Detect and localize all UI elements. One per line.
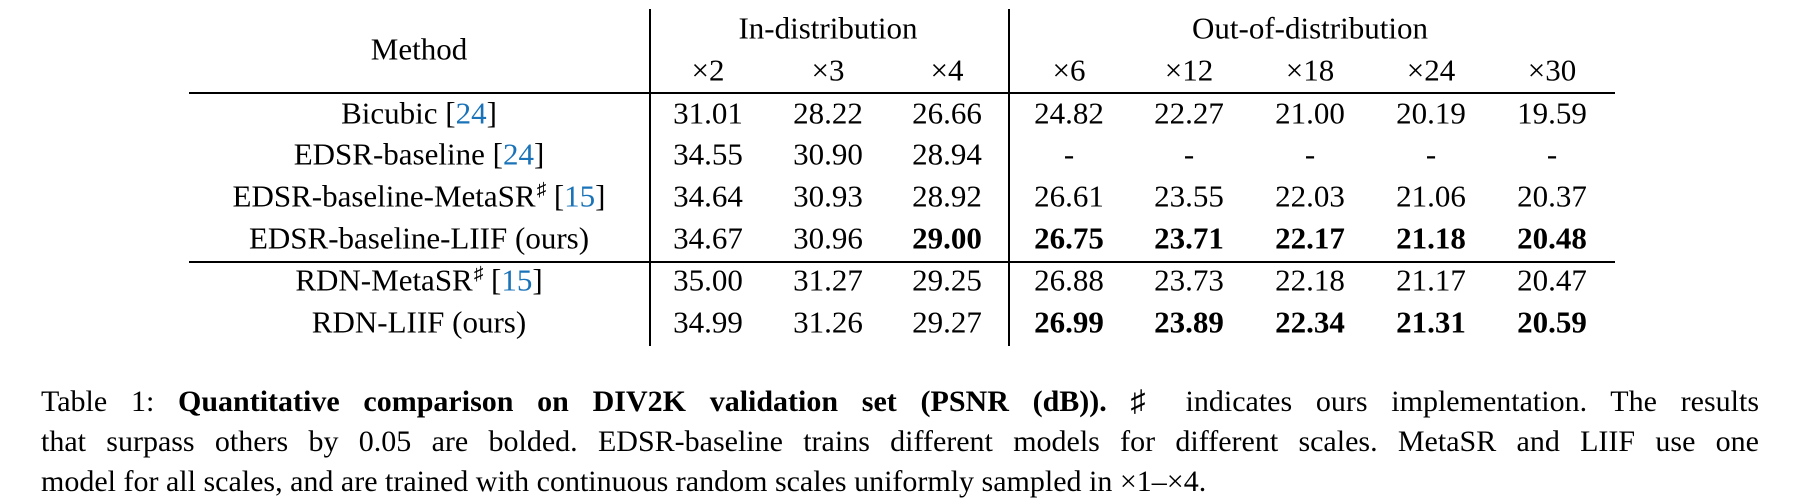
value-cell: 31.01 [673, 95, 743, 131]
in-distribution-header: In-distribution [738, 10, 918, 46]
group-separator-rule [189, 261, 1615, 263]
value-cell: - [1546, 136, 1558, 172]
citation-link[interactable]: 24 [502, 136, 534, 172]
value-cell: 23.55 [1154, 178, 1224, 214]
method-cell: RDN-MetaSR♯ [15] [295, 262, 543, 298]
out-of-distribution-header: Out-of-distribution [1192, 10, 1428, 46]
scale-header: ×18 [1285, 52, 1335, 88]
caption-line-1: Table 1: Quantitative comparison on DIV2… [41, 382, 1759, 422]
caption-line-3: model for all scales, and are trained wi… [41, 465, 1207, 498]
method-cell: EDSR-baseline [24] [293, 136, 545, 172]
value-cell: 30.96 [793, 220, 863, 256]
value-cell: 22.17 [1275, 220, 1345, 256]
value-cell: 20.19 [1396, 95, 1466, 131]
value-cell: 21.17 [1396, 262, 1466, 298]
value-cell: 28.92 [912, 178, 982, 214]
value-cell: 29.27 [912, 304, 982, 340]
method-header: Method [370, 31, 468, 67]
method-cell: Bicubic [24] [341, 95, 497, 131]
sharp-superscript: ♯ [473, 263, 484, 285]
value-cell: 20.47 [1517, 262, 1587, 298]
value-cell: 34.99 [673, 304, 743, 340]
scale-header: ×24 [1406, 52, 1456, 88]
value-cell: - [1304, 136, 1316, 172]
header-rule [189, 92, 1615, 94]
value-cell: 22.18 [1275, 262, 1345, 298]
column-divider-method [649, 9, 651, 346]
value-cell: - [1063, 136, 1075, 172]
caption-label: Table 1: [41, 385, 155, 418]
scale-header: ×30 [1527, 52, 1577, 88]
value-cell: 26.88 [1034, 262, 1104, 298]
value-cell: 31.26 [793, 304, 863, 340]
value-cell: 30.90 [793, 136, 863, 172]
sharp-superscript: ♯ [536, 179, 547, 201]
value-cell: 26.66 [912, 95, 982, 131]
value-cell: 23.71 [1154, 220, 1224, 256]
method-cell: RDN-LIIF (ours) [312, 307, 526, 338]
value-cell: 26.61 [1034, 178, 1104, 214]
value-cell: 31.27 [793, 262, 863, 298]
value-cell: 21.31 [1396, 304, 1466, 340]
scale-header: ×12 [1164, 52, 1214, 88]
column-divider-in-out [1008, 9, 1010, 346]
method-name: RDN-MetaSR [295, 262, 473, 298]
value-cell: 23.73 [1154, 262, 1224, 298]
citation-link[interactable]: 24 [455, 95, 487, 131]
scale-header: ×2 [691, 52, 725, 88]
citation-link[interactable]: 15 [564, 178, 596, 214]
caption-line1-rest: ♯ indicates ours implementation. The res… [1130, 385, 1760, 418]
table-caption: Table 1: Quantitative comparison on DIV2… [41, 382, 1759, 502]
method-name: EDSR-baseline-MetaSR [232, 178, 536, 214]
value-cell: 24.82 [1034, 95, 1104, 131]
value-cell: 34.67 [673, 220, 743, 256]
value-cell: - [1183, 136, 1195, 172]
scale-header: ×4 [930, 52, 964, 88]
scale-header: ×6 [1052, 52, 1086, 88]
method-cell: EDSR-baseline-MetaSR♯ [15] [232, 178, 606, 214]
value-cell: 26.99 [1034, 304, 1104, 340]
method-name: EDSR-baseline [293, 136, 485, 172]
value-cell: 29.00 [912, 220, 982, 256]
value-cell: 34.64 [673, 178, 743, 214]
caption-title: Quantitative comparison on DIV2K validat… [178, 385, 1107, 418]
value-cell: 22.34 [1275, 304, 1345, 340]
scale-header: ×3 [811, 52, 845, 88]
value-cell: 21.00 [1275, 95, 1345, 131]
value-cell: 29.25 [912, 262, 982, 298]
value-cell: 22.03 [1275, 178, 1345, 214]
value-cell: - [1425, 136, 1437, 172]
value-cell: 20.59 [1517, 304, 1587, 340]
value-cell: 20.37 [1517, 178, 1587, 214]
value-cell: 23.89 [1154, 304, 1224, 340]
value-cell: 20.48 [1517, 220, 1587, 256]
value-cell: 21.06 [1396, 178, 1466, 214]
citation-link[interactable]: 15 [501, 262, 533, 298]
value-cell: 26.75 [1034, 220, 1104, 256]
value-cell: 19.59 [1517, 95, 1587, 131]
value-cell: 35.00 [673, 262, 743, 298]
value-cell: 22.27 [1154, 95, 1224, 131]
method-name: Bicubic [341, 95, 438, 131]
value-cell: 21.18 [1396, 220, 1466, 256]
method-name: RDN-LIIF (ours) [311, 304, 527, 340]
method-cell: EDSR-baseline-LIIF (ours) [249, 223, 589, 254]
value-cell: 28.94 [912, 136, 982, 172]
caption-line-2: that surpass others by 0.05 are bolded. … [41, 425, 1759, 458]
method-name: EDSR-baseline-LIIF (ours) [248, 220, 590, 256]
value-cell: 34.55 [673, 136, 743, 172]
value-cell: 30.93 [793, 178, 863, 214]
value-cell: 28.22 [793, 95, 863, 131]
